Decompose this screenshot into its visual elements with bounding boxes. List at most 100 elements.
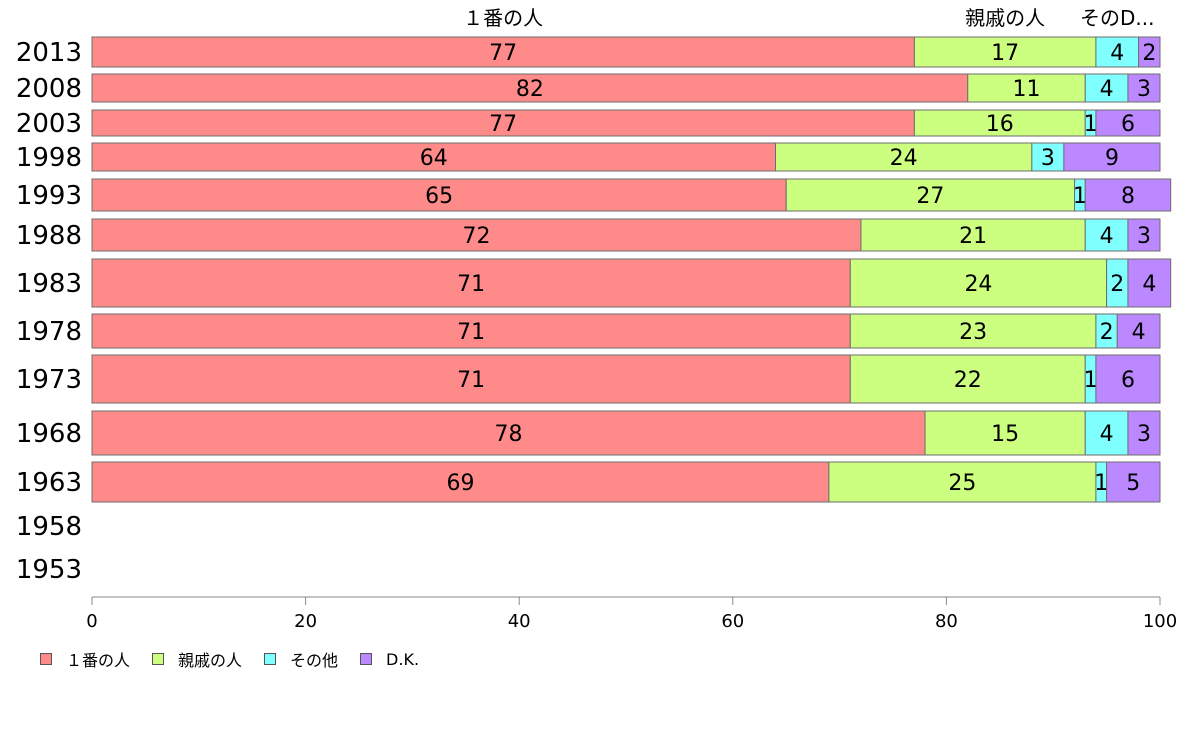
bar-segment [1127, 258, 1172, 308]
data-label: 4 [1110, 41, 1124, 66]
legend-item: その他 [264, 647, 338, 671]
bar-segment [849, 354, 1086, 404]
y-tick-label: 1963 [16, 468, 82, 498]
legend-item: １番の人 [40, 647, 130, 671]
bar-segment [91, 313, 851, 349]
data-label: 23 [959, 320, 987, 345]
data-label: 21 [959, 224, 987, 249]
y-tick-label: 2008 [16, 74, 82, 104]
bar-segment [1084, 410, 1129, 456]
bar-segment [91, 73, 969, 103]
data-label: 4 [1100, 422, 1114, 447]
data-label: 15 [991, 422, 1019, 447]
legend-label: 親戚の人 [178, 651, 243, 670]
data-label: 25 [948, 471, 976, 496]
x-tick-label: 60 [721, 611, 744, 632]
legend-item: 親戚の人 [152, 647, 242, 671]
data-label: 8 [1121, 184, 1135, 209]
data-label: 3 [1137, 422, 1151, 447]
bar-segment [913, 36, 1097, 68]
data-label: 3 [1137, 224, 1151, 249]
x-tick-label: 0 [86, 611, 97, 632]
y-tick-label: 1993 [16, 181, 82, 211]
y-tick-label: 1958 [16, 512, 82, 542]
bar-segment [91, 218, 862, 252]
y-tick-label: 1968 [16, 419, 82, 449]
data-label: 1 [1084, 112, 1098, 137]
bar-segment [91, 461, 830, 503]
top-series-label: 親戚の人 [965, 6, 1045, 30]
y-tick-label: 1983 [16, 269, 82, 299]
y-tick-label: 1953 [16, 555, 82, 585]
data-label: 77 [489, 41, 517, 66]
data-label: 6 [1121, 368, 1135, 393]
y-tick-label: 1978 [16, 317, 82, 347]
data-label: 24 [964, 272, 992, 297]
data-label: 4 [1100, 77, 1114, 102]
bar-segment [1127, 73, 1161, 103]
bar-segment [91, 258, 851, 308]
data-label: 1 [1094, 471, 1108, 496]
data-label: 1 [1073, 184, 1087, 209]
data-label: 17 [991, 41, 1019, 66]
bar-segment [1095, 109, 1161, 137]
bar-segment [91, 109, 915, 137]
data-label: 27 [916, 184, 944, 209]
bar-segment [1127, 410, 1161, 456]
bar-segment [967, 73, 1086, 103]
data-label: 71 [457, 368, 485, 393]
bar-segment [1116, 313, 1161, 349]
data-label: 16 [986, 112, 1014, 137]
data-label: 78 [495, 422, 523, 447]
bar-segment [1063, 142, 1161, 172]
data-label: 3 [1041, 146, 1055, 171]
legend-swatch [264, 653, 277, 665]
bar-segment [1127, 218, 1161, 252]
data-label: 65 [425, 184, 453, 209]
bar-segment [91, 36, 915, 68]
y-tick-label: 2013 [16, 38, 82, 68]
data-label: 5 [1126, 471, 1140, 496]
bar-segment [91, 178, 787, 212]
data-label: 72 [462, 224, 490, 249]
data-label: 2 [1142, 41, 1156, 66]
legend: １番の人 親戚の人 その他 D.K. [40, 648, 441, 670]
y-tick-label: 1998 [16, 143, 82, 173]
data-label: 2 [1100, 320, 1114, 345]
data-label: 71 [457, 320, 485, 345]
data-label: 4 [1142, 272, 1156, 297]
data-label: 2 [1110, 272, 1124, 297]
bar-segment [1031, 142, 1065, 172]
x-tick-label: 100 [1143, 611, 1177, 632]
data-label: 1 [1084, 368, 1098, 393]
bar-segment [849, 258, 1108, 308]
bar-segment [913, 109, 1086, 137]
bar-segment [91, 410, 926, 456]
bar-segment [1138, 36, 1161, 68]
legend-label: その他 [290, 651, 339, 670]
bar-segment [860, 218, 1086, 252]
x-tick-label: 80 [935, 611, 958, 632]
legend-label: １番の人 [66, 651, 131, 670]
bar-segment [1095, 36, 1140, 68]
bar-segment [1095, 354, 1161, 404]
legend-swatch [40, 653, 52, 665]
data-label: 4 [1100, 224, 1114, 249]
bar-segment [91, 354, 851, 404]
data-label: 77 [489, 112, 517, 137]
bar-segment [1084, 178, 1172, 212]
bar-segment [1084, 73, 1129, 103]
data-label: 6 [1121, 112, 1135, 137]
x-tick-label: 40 [508, 611, 531, 632]
bar-segment [785, 178, 1076, 212]
y-tick-label: 1988 [16, 221, 82, 251]
y-tick-label: 2003 [16, 109, 82, 139]
data-label: 69 [446, 471, 474, 496]
data-label: 82 [516, 77, 544, 102]
legend-swatch [360, 653, 373, 665]
data-label: 64 [420, 146, 448, 171]
data-label: 4 [1132, 320, 1146, 345]
data-label: 11 [1013, 77, 1041, 102]
data-label: 3 [1137, 77, 1151, 102]
legend-label: D.K. [386, 649, 420, 669]
